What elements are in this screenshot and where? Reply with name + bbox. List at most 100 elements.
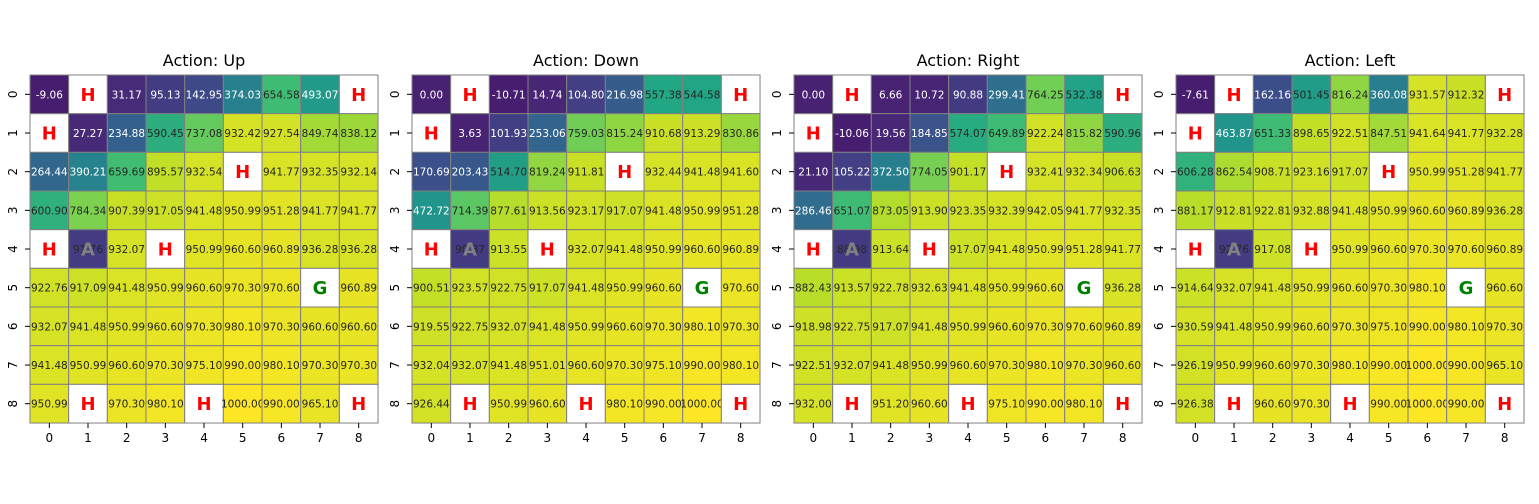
cell-value-label: 975.10 [988,399,1025,411]
cell-value-label: 932.28 [1486,128,1523,140]
hole-label: H [617,162,632,183]
cell-value-label: 913.64 [872,244,909,256]
cell-value-label: 941.48 [872,360,909,372]
heatmap-cell [527,151,568,192]
heatmap-cell [1291,306,1332,347]
heatmap-cell [682,229,722,269]
cell-value-label: 932.07 [108,244,145,256]
heatmap-cell [411,267,452,308]
y-tick-label: 0 [388,91,402,99]
heatmap-cell [527,74,568,115]
heatmap-panel: Action: Down 0.00 H -10.71 14.74 104.80 216.98… [388,51,761,445]
cell-value-label: 960.60 [340,321,377,333]
y-tick-label: 4 [1152,245,1166,253]
cell-value-label: 714.39 [452,205,489,217]
cell-value-label: 951.28 [1448,167,1485,179]
cell-value-label: 923.35 [950,205,987,217]
cell-value-label: 907.39 [108,205,145,217]
cell-value-label: -10.06 [835,128,869,140]
cell-value-label: 926.38 [1177,399,1214,411]
heatmap-cell [488,306,529,347]
heatmap-cell [411,345,452,385]
cell-value-label: 27.27 [73,128,103,140]
heatmap-cell [1407,229,1448,269]
cell-value-label: 922.51 [795,360,832,372]
cell-value-label: 960.60 [684,244,721,256]
x-tick-label: 8 [737,431,745,445]
cell-value-label: 980.10 [1332,360,1369,372]
cell-value-label: 932.39 [988,205,1025,217]
cell-value-label: 651.33 [1254,128,1291,140]
heatmap-cell [566,151,606,192]
panel-title: Action: Left [1305,51,1396,70]
heatmap-cell [1484,74,1525,115]
x-tick-label: 4 [964,431,972,445]
cell-value-label: 990.00 [684,360,721,372]
cell-value-label: 926.19 [1177,360,1214,372]
heatmap-cell [1407,345,1448,385]
cell-value-label: 950.99 [70,360,107,372]
heatmap-cell [1368,345,1409,385]
cell-value-label: 1000.00 [221,399,264,411]
heatmap-cell [106,229,147,269]
cell-value-label: 873.05 [872,205,909,217]
cell-value-label: 142.95 [186,89,223,101]
hole-label: H [1188,124,1203,145]
cell-value-label: 975.10 [645,360,682,372]
cell-value-label: 819.24 [529,167,566,179]
cell-value-label: 913.55 [490,244,527,256]
cell-value-label: 91.76 [73,244,103,256]
cell-value-label: 965.10 [302,399,339,411]
cell-value-label: 941.77 [1486,167,1523,179]
cell-value-label: 922.78 [872,283,909,295]
hole-label: H [424,124,439,145]
heatmap-cell [566,306,606,347]
cell-value-label: 960.60 [1254,399,1291,411]
cell-value-label: 941.48 [911,321,948,333]
cell-value-label: 912.81 [1216,205,1253,217]
cell-value-label: 980.10 [606,399,643,411]
heatmap-cell [29,267,70,308]
hole-label: H [1115,85,1130,106]
y-tick-label: 6 [388,323,402,331]
cell-value-label: 514.70 [490,167,527,179]
heatmap-cell [1484,345,1525,385]
panel-title: Action: Down [533,51,639,70]
cell-value-label: 960.60 [988,321,1025,333]
cell-value-label: 918.98 [795,321,832,333]
cell-value-label: 960.60 [911,399,948,411]
cell-value-label: 951.01 [529,360,566,372]
cell-value-label: 1000.00 [1406,360,1449,372]
heatmap-cell [643,151,684,192]
heatmap-cell [604,229,645,269]
heatmap-cell [948,383,988,424]
cell-value-label: 360.08 [1370,89,1407,101]
cell-value-label: 917.07 [1332,167,1369,179]
heatmap-cell [1025,74,1066,115]
cell-value-label: 941.48 [186,205,223,217]
y-tick-label: 5 [6,284,20,292]
cell-value-label: 960.60 [108,360,145,372]
cell-value-label: 654.58 [263,89,300,101]
heatmap-cell [184,383,224,424]
x-tick-label: 7 [1462,431,1470,445]
heatmap-cell [1407,190,1448,231]
heatmap-cell [793,383,834,424]
cell-value-label: 606.28 [1177,167,1214,179]
cell-value-label: 216.98 [606,89,643,101]
heatmap-cell [29,190,70,231]
y-tick-label: 4 [6,245,20,253]
cell-value-label: 932.63 [911,283,948,295]
x-tick-label: 7 [698,431,706,445]
cell-value-label: 990.00 [1027,399,1064,411]
cell-value-label: 286.46 [795,205,832,217]
hole-label: H [578,394,593,415]
heatmap-cell [793,229,834,269]
hole-label: H [960,394,975,415]
cell-value-label: 936.28 [340,244,377,256]
heatmap-cell [145,345,186,385]
hole-label: H [1381,162,1396,183]
cell-value-label: 950.99 [1254,321,1291,333]
hole-label: H [424,240,439,261]
hole-label: H [844,394,859,415]
